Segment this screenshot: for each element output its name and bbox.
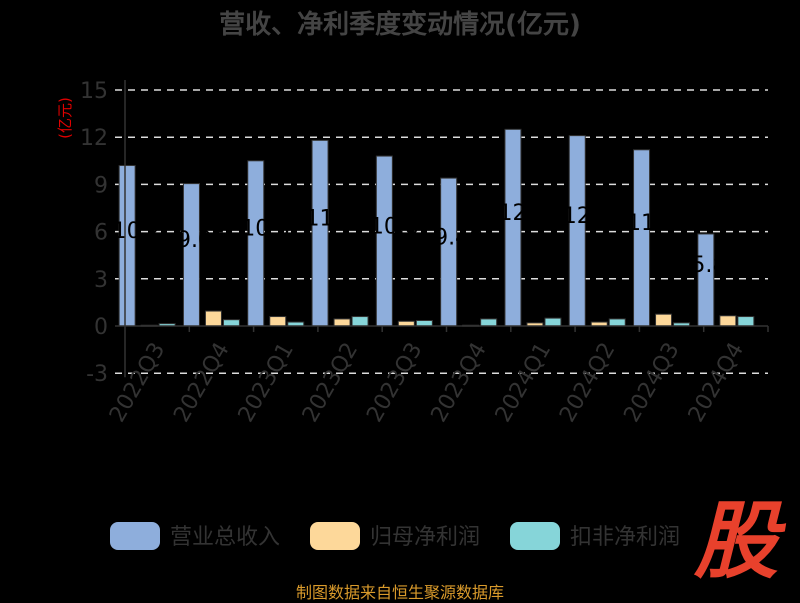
bar-2023Q1-归母净利润 <box>269 316 287 327</box>
data-label: 9.05 <box>177 228 226 253</box>
y-tick-label: 9 <box>94 173 108 198</box>
data-label: 12.5 <box>498 201 547 226</box>
y-axis-label: (亿元) <box>56 97 74 139</box>
bar-2023Q2-营业总收入 <box>311 139 329 327</box>
data-label: 11.2 <box>627 211 676 236</box>
bar-2022Q4-营业总收入 <box>182 183 200 327</box>
bar-2024Q4-扣非净利润 <box>737 316 755 327</box>
chart-title: 营收、净利季度变动情况(亿元) <box>219 9 581 40</box>
bar-2024Q3-归母净利润 <box>655 313 673 327</box>
legend-label-1: 归母净利润 <box>370 525 480 550</box>
bar-2023Q2-扣非净利润 <box>351 316 369 327</box>
y-tick-label: 6 <box>94 221 108 246</box>
data-label: 12.1 <box>563 204 612 229</box>
bar-2023Q3-营业总收入 <box>375 155 393 327</box>
bar-2022Q3-营业总收入 <box>118 165 136 327</box>
data-label: 10.8 <box>370 214 419 239</box>
y-tick-label: 12 <box>80 126 108 151</box>
bar-2023Q4-营业总收入 <box>440 177 458 327</box>
y-tick-label: 0 <box>94 315 108 340</box>
bar-2024Q1-扣非净利润 <box>544 317 562 327</box>
legend-label-2: 扣非净利润 <box>570 525 680 550</box>
bar-2024Q2-扣非净利润 <box>608 318 626 327</box>
bar-2023Q1-营业总收入 <box>247 160 265 327</box>
y-tick-label: -3 <box>86 362 108 387</box>
x-tick-label: 2023Q2 <box>298 339 363 427</box>
y-tick-label: 15 <box>80 79 108 104</box>
bar-2024Q1-营业总收入 <box>504 128 522 327</box>
y-tick-label: 3 <box>94 268 108 293</box>
bar-2023Q2-归母净利润 <box>333 318 351 327</box>
x-tick-label: 2024Q2 <box>555 339 620 427</box>
data-label: 10.5 <box>241 217 290 242</box>
x-tick-label: 2024Q1 <box>491 339 556 427</box>
bar-2023Q4-扣非净利润 <box>480 318 498 327</box>
legend-label-0: 营业总收入 <box>170 525 280 550</box>
data-label: 9.40 <box>434 225 483 250</box>
x-tick-label: 2022Q4 <box>169 339 234 427</box>
x-tick-label: 2023Q1 <box>234 339 299 427</box>
bar-2024Q2-营业总收入 <box>568 135 586 327</box>
bar-2023Q3-扣非净利润 <box>415 319 433 327</box>
footer-source: 制图数据来自恒生聚源数据库 <box>295 583 504 602</box>
data-label: 11.8 <box>306 206 355 231</box>
legend-swatch-1 <box>310 522 360 550</box>
bar-2022Q4-扣非净利润 <box>222 319 240 327</box>
x-tick-label: 2022Q3 <box>105 339 170 427</box>
bar-2024Q4-归母净利润 <box>719 315 737 327</box>
data-label: 10.2 <box>113 219 162 244</box>
x-tick-label: 2023Q3 <box>362 339 427 427</box>
bar-2024Q3-营业总收入 <box>633 149 651 327</box>
brand-logo: 股 <box>693 492 778 590</box>
legend-swatch-0 <box>110 522 160 550</box>
bar-2022Q4-归母净利润 <box>204 310 222 327</box>
x-tick-label: 2023Q4 <box>427 339 492 427</box>
data-label: 5.85 <box>691 253 740 278</box>
x-tick-label: 2024Q3 <box>619 339 684 427</box>
x-tick-label: 2024Q4 <box>684 339 749 427</box>
legend-swatch-2 <box>510 522 560 550</box>
bar-2024Q4-营业总收入 <box>697 233 715 327</box>
